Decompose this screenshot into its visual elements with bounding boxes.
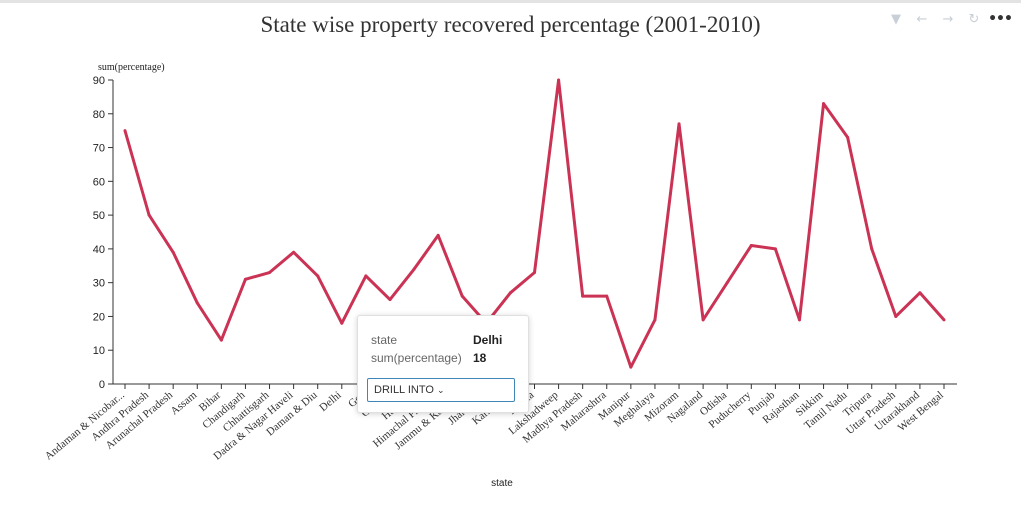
data-point xyxy=(340,321,344,325)
tooltip-state-key: state xyxy=(371,333,398,347)
data-point xyxy=(243,277,247,281)
drill-into-label: DRILL INTO xyxy=(374,384,434,396)
data-point xyxy=(219,338,223,342)
chart-title: State wise property recovered percentage… xyxy=(260,12,761,37)
data-point xyxy=(316,274,320,278)
data-point xyxy=(147,213,151,217)
x-axis-label: state xyxy=(491,478,513,489)
data-point xyxy=(773,247,777,251)
data-point xyxy=(268,271,272,275)
y-tick-label: 60 xyxy=(93,176,105,188)
y-tick-label: 50 xyxy=(93,210,105,222)
tooltip-value-value: 18 xyxy=(473,351,487,365)
data-point xyxy=(195,301,199,305)
data-point xyxy=(942,318,946,322)
top-border xyxy=(0,0,1021,3)
data-point xyxy=(364,274,368,278)
data-point xyxy=(629,365,633,369)
data-point xyxy=(292,250,296,254)
data-point xyxy=(123,129,127,133)
y-tick-label: 90 xyxy=(93,75,105,87)
data-point xyxy=(436,233,440,237)
y-tick-label: 40 xyxy=(93,244,105,256)
refresh-icon[interactable]: ↻ xyxy=(968,11,980,27)
data-point xyxy=(460,294,464,298)
data-point xyxy=(701,318,705,322)
data-point xyxy=(870,247,874,251)
tooltip-value-key: sum(percentage) xyxy=(371,351,462,365)
y-tick-label: 20 xyxy=(93,311,105,323)
data-point xyxy=(797,318,801,322)
back-arrow-icon[interactable]: ← xyxy=(916,11,928,27)
data-point xyxy=(677,122,681,126)
data-point xyxy=(557,78,561,82)
more-icon[interactable]: ••• xyxy=(988,11,1013,27)
data-point xyxy=(412,267,416,271)
x-tick-label: Delhi xyxy=(317,389,343,414)
filter-icon[interactable]: ▼ xyxy=(891,11,901,27)
chart-toolbar: ▼ ← → ↻ ••• xyxy=(887,10,1013,28)
y-tick-label: 30 xyxy=(93,278,105,290)
forward-arrow-icon[interactable]: → xyxy=(942,11,954,27)
y-tick-label: 70 xyxy=(93,143,105,155)
x-tick-label: Assam xyxy=(169,389,200,418)
tooltip-state-value: Delhi xyxy=(473,333,503,347)
data-point xyxy=(653,318,657,322)
data-point xyxy=(725,281,729,285)
y-tick-label: 0 xyxy=(99,379,105,391)
data-point xyxy=(846,135,850,139)
data-point xyxy=(581,294,585,298)
data-point xyxy=(605,294,609,298)
data-point xyxy=(533,271,536,275)
data-point xyxy=(388,298,392,302)
chevron-down-icon: ⌄ xyxy=(436,386,445,396)
y-tick-label: 80 xyxy=(93,109,105,121)
drill-into-button[interactable]: DRILL INTO ⌄ xyxy=(367,378,515,402)
data-point xyxy=(508,291,512,295)
data-point xyxy=(894,314,898,318)
y-tick-label: 10 xyxy=(93,345,105,357)
data-point xyxy=(918,291,922,295)
y-axis-label: sum(percentage) xyxy=(98,62,165,73)
data-point xyxy=(822,102,826,106)
series-line xyxy=(123,78,946,369)
hover-tooltip: state Delhi sum(percentage) 18 DRILL INT… xyxy=(357,315,529,413)
data-point xyxy=(749,244,753,248)
data-point xyxy=(171,250,175,254)
